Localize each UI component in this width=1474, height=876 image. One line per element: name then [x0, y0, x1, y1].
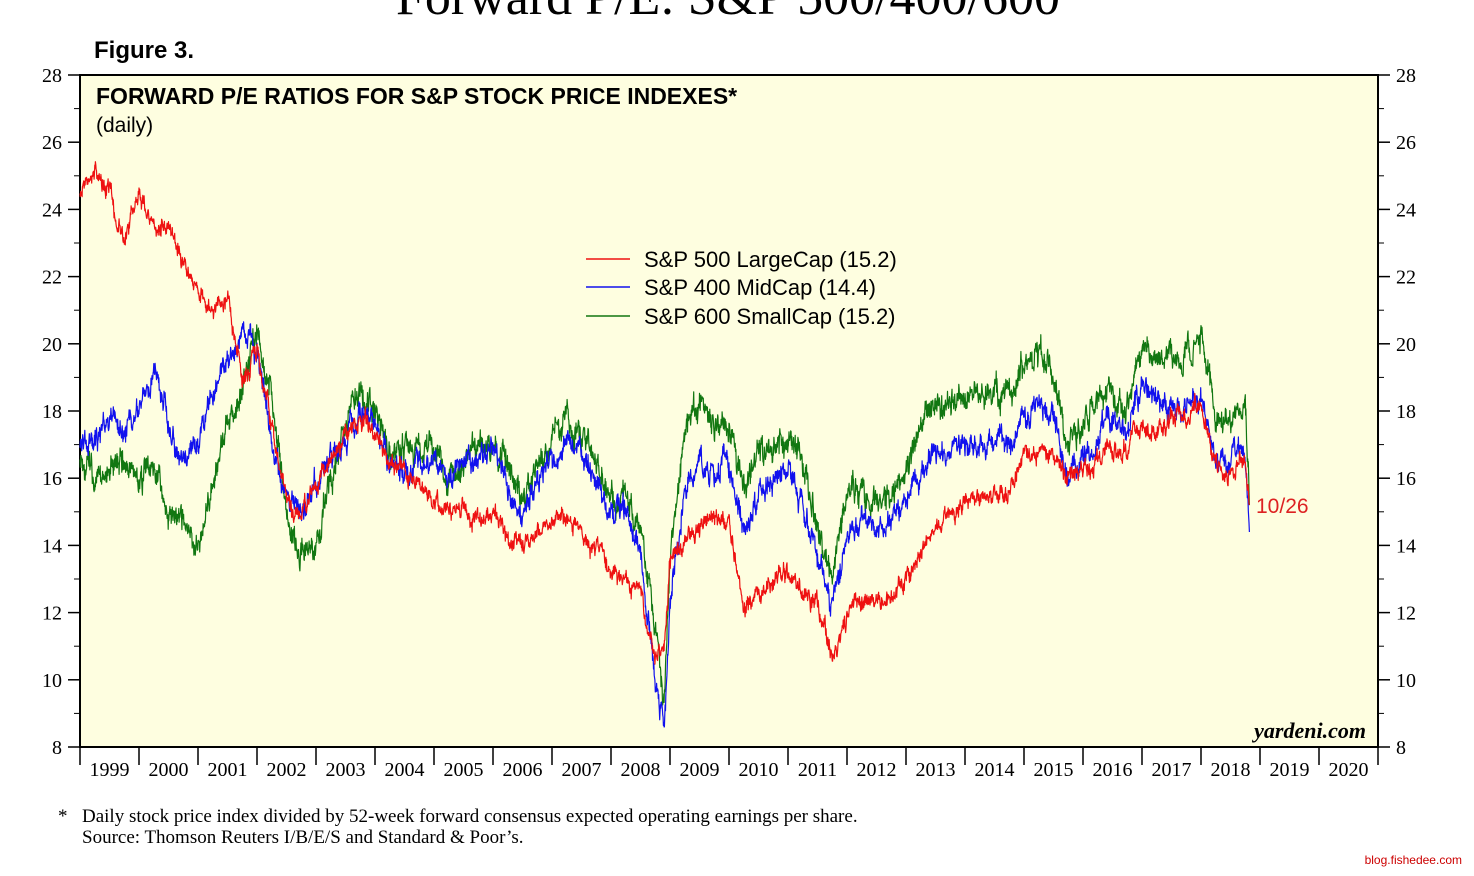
y-tick-label-left: 16 [42, 468, 62, 490]
y-tick-label-right: 22 [1396, 267, 1416, 289]
x-tick-label: 2004 [385, 759, 425, 781]
x-tick-label: 2005 [444, 759, 484, 781]
y-tick-label-left: 14 [42, 535, 62, 557]
y-tick-label-left: 10 [42, 670, 62, 692]
legend: S&P 500 LargeCap (15.2) S&P 400 MidCap (… [586, 247, 897, 329]
plot-area [79, 74, 1379, 748]
x-tick-label: 2017 [1152, 759, 1192, 781]
y-tick-label-right: 10 [1396, 670, 1416, 692]
y-tick-label-left: 24 [42, 199, 62, 221]
x-tick-label: 2018 [1211, 759, 1251, 781]
y-tick-label-left: 8 [52, 737, 62, 759]
x-tick-label: 2007 [562, 759, 602, 781]
figure-label: Figure 3. [94, 37, 194, 64]
source-credit: yardeni.com [1251, 718, 1366, 743]
watermark: blog.fishedee.com [1365, 853, 1462, 867]
right-axis: 8 10 12 14 16 18 20 22 24 26 28 [1378, 65, 1416, 759]
x-tick-label: 2009 [680, 759, 720, 781]
x-tick-label: 2020 [1329, 759, 1369, 781]
x-tick-label: 1999 [90, 759, 130, 781]
y-tick-label-right: 14 [1396, 535, 1416, 557]
x-tick-label: 2001 [208, 759, 248, 781]
x-tick-label: 2010 [739, 759, 779, 781]
page-title: Forward P/E: S&P 500/400/600 [396, 0, 1060, 26]
left-axis: 8 10 12 14 16 18 20 22 24 26 28 [42, 65, 80, 759]
y-tick-label-right: 20 [1396, 334, 1416, 356]
footnote-marker: * [58, 806, 68, 827]
chart-subtitle: (daily) [96, 114, 153, 137]
series-lines [79, 161, 1250, 728]
footnote-line-2: Source: Thomson Reuters I/B/E/S and Stan… [82, 827, 524, 848]
chart-title: FORWARD P/E RATIOS FOR S&P STOCK PRICE I… [96, 83, 737, 109]
legend-label-mid-cap: S&P 400 MidCap (14.4) [644, 275, 876, 300]
x-tick-label: 2014 [975, 759, 1015, 781]
x-tick-label: 2012 [857, 759, 897, 781]
y-tick-label-right: 18 [1396, 401, 1416, 423]
x-tick-label: 2003 [326, 759, 366, 781]
legend-label-small-cap: S&P 600 SmallCap (15.2) [644, 304, 896, 329]
series-line-large-cap [79, 161, 1250, 665]
x-tick-label: 2016 [1093, 759, 1133, 781]
y-tick-label-left: 22 [42, 267, 62, 289]
x-axis: 1999 2000 2001 2002 2003 2004 2005 2006 2007 2008… [79, 747, 1379, 781]
x-tick-label: 2015 [1034, 759, 1074, 781]
x-tick-label: 2013 [916, 759, 956, 781]
end-date-label: 10/26 [1256, 495, 1309, 518]
y-tick-label-left: 20 [42, 334, 62, 356]
y-tick-label-right: 16 [1396, 468, 1416, 490]
footnote-line-1: Daily stock price index divided by 52-we… [82, 806, 858, 827]
y-tick-label-right: 12 [1396, 603, 1416, 625]
y-tick-label-right: 28 [1396, 65, 1416, 87]
x-tick-label: 2006 [503, 759, 543, 781]
x-tick-label: 2008 [621, 759, 661, 781]
x-tick-label: 2011 [798, 759, 837, 781]
y-tick-label-right: 8 [1396, 737, 1406, 759]
y-tick-label-left: 26 [42, 132, 62, 154]
x-tick-label: 2019 [1270, 759, 1310, 781]
x-tick-label: 2000 [149, 759, 189, 781]
series-line-mid-cap [79, 321, 1250, 728]
y-tick-label-left: 18 [42, 401, 62, 423]
series-line-small-cap [79, 324, 1250, 706]
x-tick-label: 2002 [267, 759, 307, 781]
y-tick-label-right: 24 [1396, 199, 1416, 221]
legend-label-large-cap: S&P 500 LargeCap (15.2) [644, 247, 897, 272]
y-tick-label-right: 26 [1396, 132, 1416, 154]
y-tick-label-left: 28 [42, 65, 62, 87]
y-tick-label-left: 12 [42, 603, 62, 625]
